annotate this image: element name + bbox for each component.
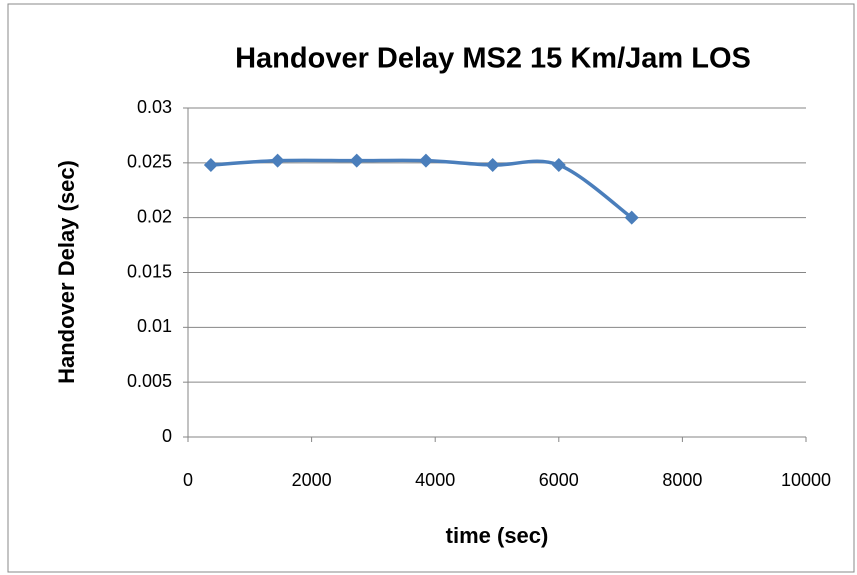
y-tick-label: 0.015 (127, 261, 172, 281)
y-axis-title: Handover Delay (sec) (54, 160, 79, 384)
y-tick-label: 0.02 (137, 206, 172, 226)
x-tick-label: 4000 (415, 470, 455, 490)
x-axis-title: time (sec) (446, 523, 549, 548)
x-tick-label: 8000 (662, 470, 702, 490)
y-tick-label: 0 (162, 426, 172, 446)
data-point (624, 210, 639, 225)
data-point (270, 153, 285, 168)
data-point (203, 158, 218, 173)
y-tick-label: 0.025 (127, 152, 172, 172)
data-point (485, 158, 500, 173)
y-tick-label: 0.005 (127, 371, 172, 391)
chart-title: Handover Delay MS2 15 Km/Jam LOS (235, 43, 751, 75)
y-tick-label: 0.01 (137, 316, 172, 336)
x-tick-label: 2000 (292, 470, 332, 490)
chart-frame (7, 3, 855, 573)
x-tick-label: 0 (183, 470, 193, 490)
data-point (418, 153, 433, 168)
y-tick-label: 0.03 (137, 97, 172, 117)
x-tick-label: 6000 (539, 470, 579, 490)
data-point (349, 153, 364, 168)
data-point (551, 158, 566, 173)
x-tick-label: 10000 (781, 470, 831, 490)
